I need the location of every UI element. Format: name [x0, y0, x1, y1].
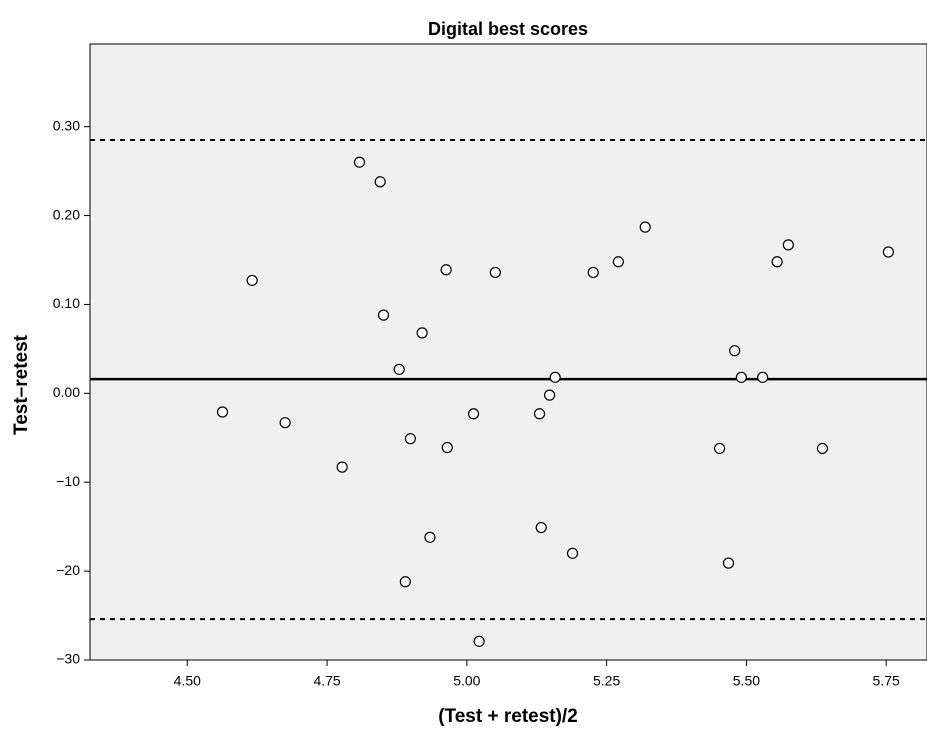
point: [713, 442, 726, 455]
x-tick-label: 5.75: [873, 673, 900, 689]
y-tick-label: 0.30: [53, 117, 80, 133]
point: [735, 371, 747, 383]
plot-area: [89, 43, 927, 661]
point: [535, 521, 547, 534]
point: [549, 371, 561, 383]
y-tick-label: 0.20: [53, 206, 80, 222]
x-tick-label: 5.50: [733, 673, 760, 689]
point: [393, 363, 405, 375]
point: [566, 547, 579, 559]
point: [441, 441, 453, 454]
point: [336, 461, 348, 473]
point: [543, 389, 556, 401]
x-axis-title: (Test + retest)/2: [438, 706, 578, 727]
point: [639, 221, 651, 233]
x-tick-label: 4.75: [313, 673, 340, 689]
point: [246, 274, 258, 287]
point: [722, 557, 735, 569]
point: [374, 176, 386, 188]
point: [782, 239, 794, 251]
x-tick-label: 4.50: [174, 673, 201, 689]
point: [612, 256, 624, 268]
point: [816, 442, 829, 455]
y-tick-label: −20: [56, 562, 80, 578]
point: [404, 433, 416, 445]
point: [467, 408, 480, 420]
point: [216, 406, 229, 418]
point: [416, 327, 428, 339]
point: [533, 408, 546, 420]
point: [729, 345, 741, 357]
chart-title: Digital best scores: [428, 19, 588, 39]
x-tick-label: 5.00: [453, 673, 480, 689]
point: [473, 635, 485, 647]
point: [279, 417, 291, 429]
point: [377, 309, 390, 321]
point: [424, 531, 436, 543]
point: [587, 266, 599, 279]
x-tick-label: 5.25: [593, 673, 620, 689]
point: [440, 264, 452, 276]
point: [489, 266, 501, 279]
y-tick-label: −10: [56, 473, 80, 489]
point: [882, 246, 895, 258]
y-tick-label: 0.10: [53, 295, 80, 311]
y-axis-title: Test–retest: [11, 334, 32, 435]
point: [771, 256, 783, 268]
y-tick-label: 0.00: [53, 384, 80, 400]
point: [757, 371, 769, 383]
y-tick-label: −30: [56, 651, 80, 667]
point: [353, 156, 366, 168]
point: [399, 576, 411, 588]
